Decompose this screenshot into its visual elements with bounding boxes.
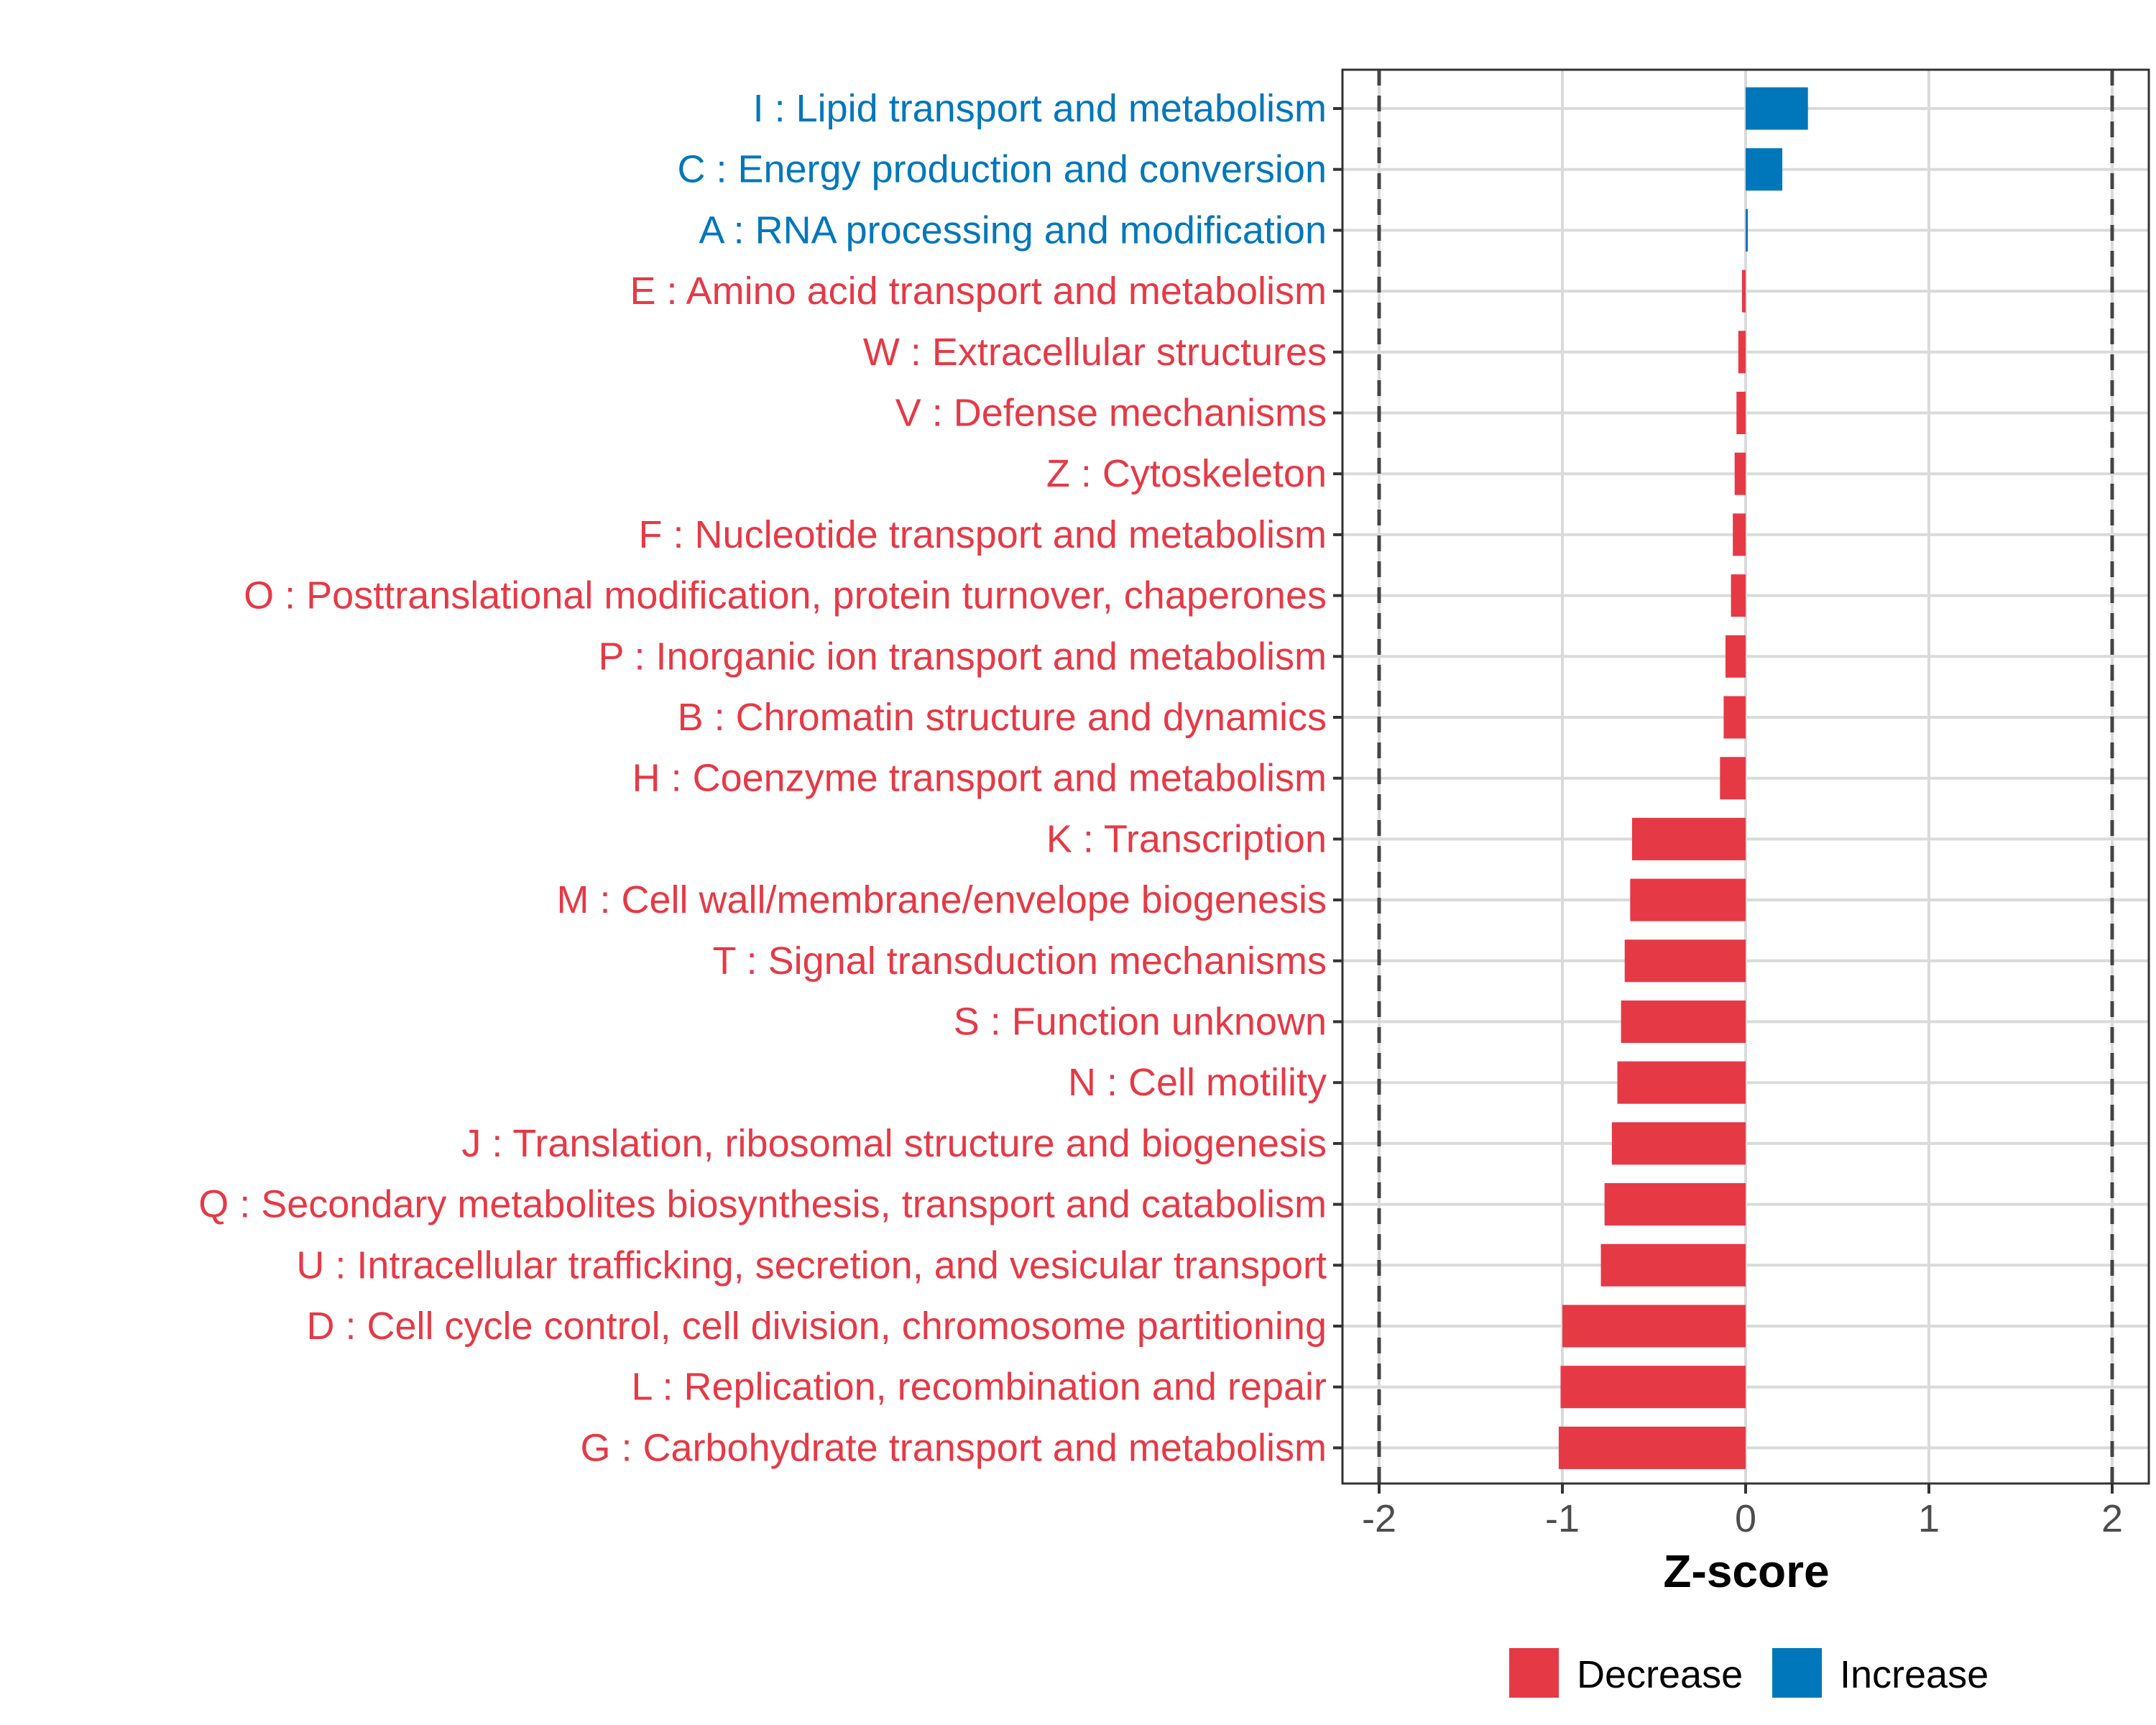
bar bbox=[1746, 208, 1748, 252]
bars bbox=[1558, 87, 1808, 1469]
bar bbox=[1746, 148, 1782, 191]
x-tick-label: -2 bbox=[1362, 1497, 1396, 1540]
category-label: O : Posttranslational modification, prot… bbox=[244, 574, 1327, 617]
category-label: D : Cell cycle control, cell division, c… bbox=[306, 1305, 1327, 1348]
category-label: U : Intracellular trafficking, secretion… bbox=[296, 1243, 1327, 1287]
bar bbox=[1621, 1000, 1746, 1043]
bar bbox=[1624, 939, 1746, 983]
category-label: C : Energy production and conversion bbox=[677, 148, 1327, 191]
x-tick-label: -1 bbox=[1545, 1497, 1580, 1540]
bar bbox=[1731, 574, 1746, 617]
category-label: T : Signal transduction mechanisms bbox=[713, 939, 1327, 983]
category-label: I : Lipid transport and metabolism bbox=[753, 87, 1327, 130]
bar bbox=[1617, 1061, 1746, 1104]
category-label: A : RNA processing and modification bbox=[699, 208, 1327, 252]
x-tick-label: 2 bbox=[2101, 1497, 2123, 1540]
x-tick-label: 0 bbox=[1735, 1497, 1756, 1540]
category-label: G : Carbohydrate transport and metabolis… bbox=[581, 1426, 1327, 1469]
legend-swatch bbox=[1772, 1648, 1822, 1698]
x-axis-ticks: -2 -1 0 1 2 bbox=[1362, 1484, 2123, 1540]
category-label: M : Cell wall/membrane/envelope biogenes… bbox=[556, 878, 1327, 921]
category-label: F : Nucleotide transport and metabolism bbox=[639, 513, 1327, 556]
bar bbox=[1604, 1183, 1746, 1226]
bar bbox=[1558, 1426, 1746, 1469]
category-label: W : Extracellular structures bbox=[863, 331, 1327, 374]
x-tick-label: 1 bbox=[1918, 1497, 1940, 1540]
bar bbox=[1611, 1122, 1746, 1165]
bar bbox=[1720, 757, 1746, 800]
category-label: K : Transcription bbox=[1046, 817, 1327, 860]
legend: Decrease Increase bbox=[1509, 1648, 1989, 1698]
legend-label: Decrease bbox=[1577, 1653, 1743, 1696]
category-labels: I : Lipid transport and metabolism C : En… bbox=[198, 87, 1342, 1469]
bar bbox=[1560, 1366, 1746, 1409]
category-label: L : Replication, recombination and repai… bbox=[631, 1366, 1327, 1409]
category-label: J : Translation, ribosomal structure and… bbox=[461, 1122, 1327, 1165]
bar bbox=[1746, 87, 1808, 130]
category-label: H : Coenzyme transport and metabolism bbox=[632, 757, 1327, 800]
bar bbox=[1723, 696, 1746, 739]
bar bbox=[1733, 513, 1746, 556]
category-label: N : Cell motility bbox=[1068, 1061, 1327, 1104]
bar bbox=[1631, 817, 1746, 860]
bar bbox=[1734, 452, 1746, 495]
x-axis-title: Z-score bbox=[1663, 1545, 1829, 1597]
legend-label: Increase bbox=[1840, 1653, 1989, 1696]
category-label: Z : Cytoskeleton bbox=[1046, 452, 1327, 495]
category-label: V : Defense mechanisms bbox=[895, 392, 1327, 435]
bar bbox=[1600, 1243, 1746, 1287]
bar bbox=[1630, 878, 1746, 921]
bar bbox=[1741, 270, 1746, 313]
category-label: B : Chromatin structure and dynamics bbox=[678, 696, 1327, 739]
bar bbox=[1738, 331, 1746, 374]
bar bbox=[1725, 635, 1746, 678]
category-label: E : Amino acid transport and metabolism bbox=[630, 270, 1327, 313]
legend-swatch bbox=[1509, 1648, 1559, 1698]
bar bbox=[1736, 392, 1746, 434]
category-label: P : Inorganic ion transport and metaboli… bbox=[598, 635, 1327, 678]
bar bbox=[1562, 1305, 1746, 1348]
reference-lines bbox=[1377, 70, 2114, 1484]
category-label: S : Function unknown bbox=[954, 1000, 1327, 1044]
category-label: Q : Secondary metabolites biosynthesis, … bbox=[198, 1183, 1327, 1226]
